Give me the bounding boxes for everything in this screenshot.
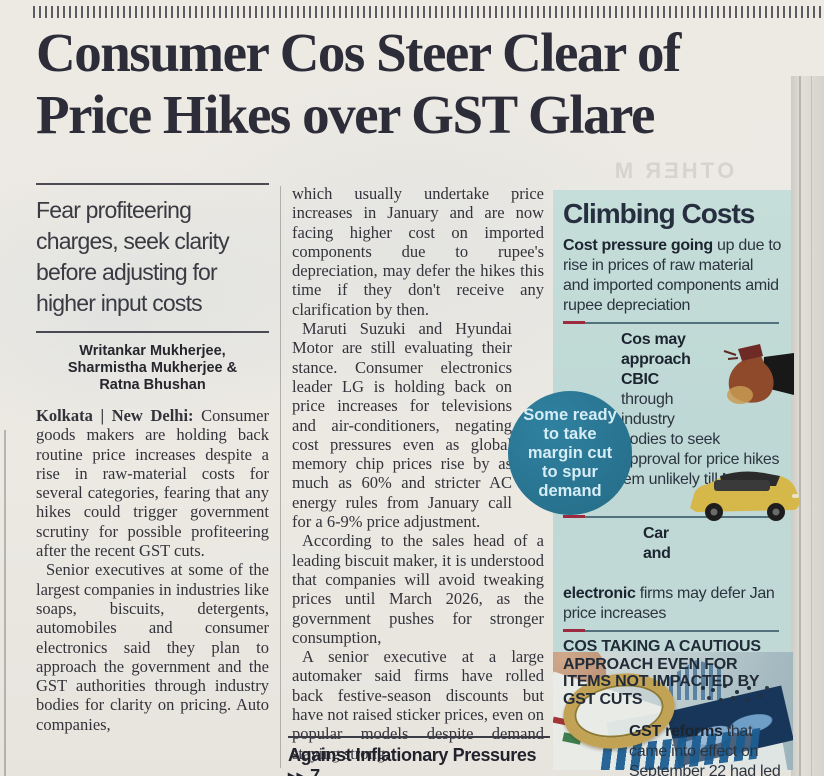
infobox-item: Car and electronic firms may defer Jan p… (563, 524, 783, 624)
paragraph-text: Maruti Suzuki and Hyundai Motor are stil… (292, 319, 512, 532)
page-fold-line (4, 430, 6, 776)
paragraph-text: Senior executives at some of the largest… (36, 560, 269, 734)
footer-rule (288, 736, 550, 738)
infobox-item: Cost pressure going up due to rise in pr… (563, 236, 783, 316)
infobox-item-caps: COS TAKING A CAUTIOUS APPROACH EVEN FOR … (563, 638, 783, 708)
car-wrap-spacer (683, 528, 783, 584)
rule-top (36, 183, 269, 185)
article-paragraph: Senior executives at some of the largest… (36, 560, 269, 734)
footer-teaser-text: Against Inflationary Pressures ▶▶ 7 (288, 745, 550, 776)
highlight-bubble: Some ready to take margin cut to spur de… (508, 391, 632, 515)
column-rule (280, 186, 281, 768)
article-paragraph: which usually undertake price increases … (292, 184, 544, 319)
infobox-item: GST reforms that came into effect on Sep… (563, 722, 783, 776)
double-arrow-icon: ▶▶ (288, 769, 307, 776)
photo-wrap-spacer (563, 762, 629, 776)
item-text: up due to rise in prices of raw material… (563, 237, 782, 314)
headline: Consumer Cos Steer Clear of Price Hikes … (36, 22, 681, 145)
byline: Writankar Mukherjee, Sharmistha Mukherje… (67, 343, 238, 393)
paragraph-text: which usually undertake price increases … (292, 184, 544, 319)
perforation-strip (33, 6, 824, 18)
divider (563, 321, 783, 324)
item-lead: Car and electronic (563, 525, 671, 602)
divider (563, 629, 783, 632)
left-column: Fear profiteering charges, seek clarity … (36, 183, 269, 734)
paragraph-text: A senior executive at a large automaker … (292, 647, 544, 763)
scatter-dots-image (701, 686, 705, 690)
money-bag-icon (702, 341, 802, 417)
item-lead: Cos may approach CBIC (621, 331, 691, 388)
article-paragraph: Maruti Suzuki and Hyundai Motor are stil… (292, 319, 544, 531)
dateline: Kolkata | New Delhi: (36, 406, 194, 425)
teaser-page-number: 7 (310, 766, 320, 776)
standfirst: Fear profiteering charges, seek clarity … (36, 197, 230, 316)
item-text: that came into effect on September 22 ha… (629, 723, 781, 776)
paragraph-text: According to the sales head of a leading… (292, 531, 544, 647)
infobox-title: Climbing Costs (563, 198, 755, 229)
article-body-left: Kolkata | New Delhi: Consumer goods make… (36, 406, 269, 734)
market-photo (553, 652, 793, 770)
item-lead: GST reforms (629, 723, 723, 740)
paragraph-text: Consumer goods makers are holding back r… (36, 406, 269, 561)
car-icon (684, 466, 802, 526)
article-paragraph: A senior executive at a large automaker … (292, 647, 544, 763)
rule-bottom (36, 331, 269, 333)
page-edge (791, 76, 824, 776)
article-paragraph: According to the sales head of a leading… (292, 531, 544, 647)
bubble-text: Some ready to take margin cut to spur de… (523, 405, 617, 500)
divider (563, 515, 783, 518)
article-paragraph: Kolkata | New Delhi: Consumer goods make… (36, 406, 269, 560)
bubble-wrap-spacer (563, 524, 643, 584)
middle-column: which usually undertake price increases … (292, 184, 544, 763)
teaser-label: Against Inflationary Pressures (288, 745, 537, 765)
item-lead: Cost pressure going (563, 237, 713, 254)
ghost-bleed-text: OTHER M (611, 158, 735, 183)
footer-teaser: Against Inflationary Pressures ▶▶ 7 (288, 736, 550, 776)
item-text: firms may defer Jan price increases (563, 585, 775, 622)
item-text: COS TAKING A CAUTIOUS APPROACH EVEN FOR … (563, 638, 761, 708)
